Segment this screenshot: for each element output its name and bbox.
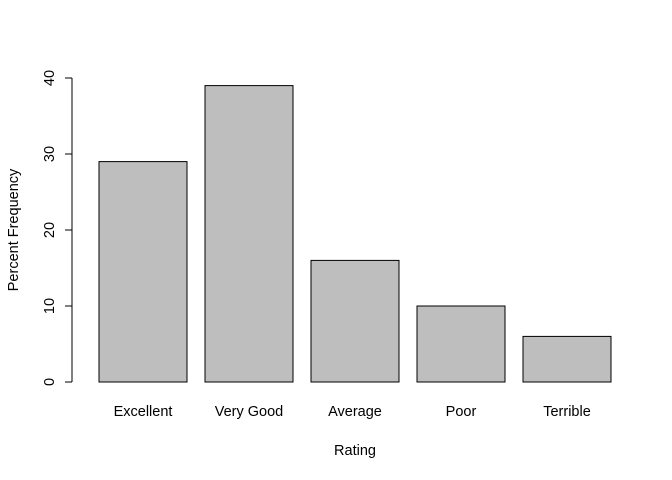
bars-group: [98, 85, 612, 383]
category-label-poor: Poor: [446, 404, 477, 420]
x-axis-title: Rating: [334, 443, 376, 459]
y-axis-title: Percent Frequency: [6, 168, 22, 291]
bar-poor: [416, 305, 506, 383]
y-tick-label-40: 40: [42, 70, 58, 86]
bar-average: [310, 259, 400, 383]
bar-very-good: [204, 85, 294, 383]
y-tick-label-0: 0: [42, 378, 58, 386]
y-axis: 0 10 20 30 40: [42, 70, 73, 386]
x-axis-category-labels: Excellent Very Good Average Poor Terrible: [114, 404, 591, 420]
category-label-very-good: Very Good: [215, 404, 284, 420]
category-label-terrible: Terrible: [543, 404, 591, 420]
y-tick-label-30: 30: [42, 146, 58, 162]
category-label-average: Average: [328, 404, 382, 420]
category-label-excellent: Excellent: [114, 404, 173, 420]
y-tick-label-10: 10: [42, 298, 58, 314]
y-tick-label-20: 20: [42, 222, 58, 238]
bar-terrible: [522, 335, 612, 383]
bar-excellent: [98, 161, 188, 383]
